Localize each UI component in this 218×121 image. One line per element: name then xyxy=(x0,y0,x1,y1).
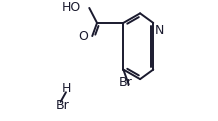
Text: N: N xyxy=(155,24,164,37)
Text: Br: Br xyxy=(56,99,70,112)
Text: H: H xyxy=(62,82,71,95)
Text: O: O xyxy=(78,30,88,43)
Text: HO: HO xyxy=(62,1,81,14)
Text: Br: Br xyxy=(119,76,132,89)
